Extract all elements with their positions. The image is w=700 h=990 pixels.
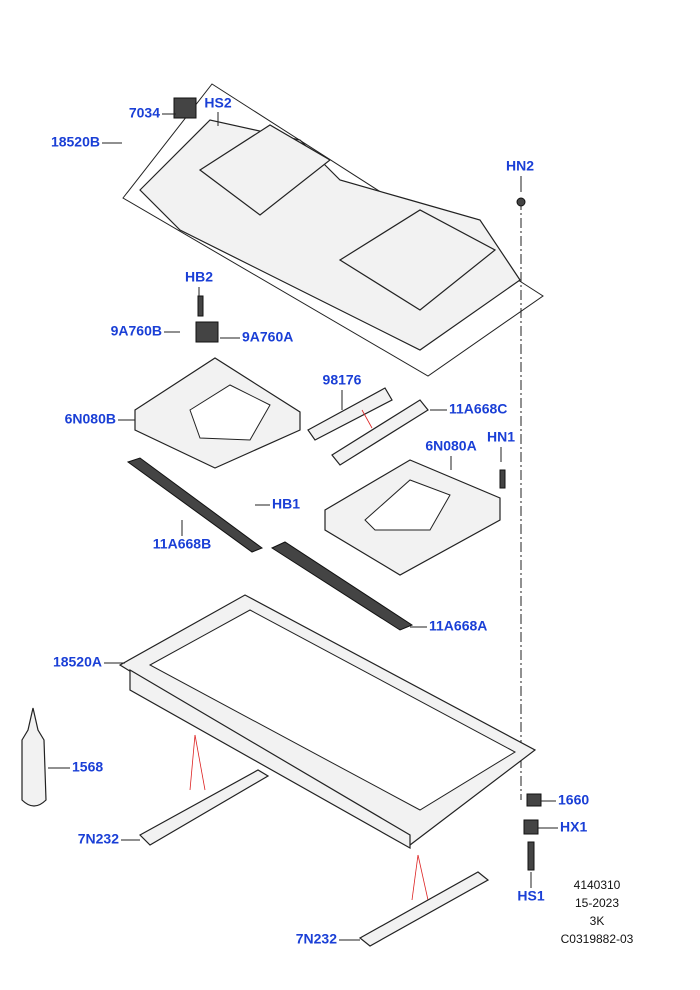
- callout: HS2: [204, 95, 231, 111]
- callout: 18520A: [53, 654, 102, 670]
- callout: 7N232: [296, 931, 337, 947]
- cover-dome-right: [338, 209, 497, 311]
- cover-dome-left: [198, 124, 332, 216]
- callout: HX1: [560, 819, 587, 835]
- callout: 9A760B: [111, 323, 162, 339]
- callout: HB2: [185, 269, 213, 285]
- footer-line: 15-2023: [575, 896, 619, 910]
- bracket-11a668c: [331, 399, 429, 466]
- fastener-hx1: [523, 819, 539, 835]
- fastener-hn1: [499, 469, 506, 489]
- callout: 18520B: [51, 134, 100, 150]
- footer: 4140310 15-2023 3K C0319882-03: [561, 878, 634, 946]
- sealant-tube: [21, 707, 47, 807]
- fastener-hs1: [527, 841, 535, 871]
- callout: 11A668C: [449, 401, 507, 417]
- bracket: [195, 321, 219, 343]
- callout: HN2: [506, 158, 534, 174]
- board-11a668b: [126, 457, 264, 553]
- footer-line: 3K: [590, 914, 605, 928]
- callout: 7N232: [78, 831, 119, 847]
- base-side: [129, 668, 411, 850]
- callout: 9A760A: [242, 329, 293, 345]
- callout: 7034: [129, 105, 160, 121]
- fastener-hn2: [516, 197, 526, 207]
- callouts: 7034 HS2 18520B HN2 HB2 9A760B 9A760A 98…: [51, 95, 589, 947]
- callout: 98176: [323, 372, 362, 388]
- callout: 1568: [72, 759, 103, 775]
- footer-line: C0319882-03: [561, 932, 634, 946]
- callout: HS1: [517, 888, 544, 904]
- pad-upper: [139, 769, 270, 846]
- tray-right-opening: [364, 479, 451, 531]
- pad-lower: [358, 871, 490, 947]
- strip-98176: [307, 387, 393, 441]
- base-frame-inner: [148, 609, 517, 811]
- callout: 11A668A: [429, 618, 487, 634]
- callout: HB1: [272, 496, 300, 512]
- callout: 1660: [558, 792, 589, 808]
- fastener-hb2: [197, 295, 204, 317]
- artwork: [21, 83, 558, 947]
- callout: 11A668B: [153, 536, 211, 552]
- callout: 6N080B: [65, 411, 116, 427]
- cover-frame: [122, 83, 544, 377]
- tray-left-opening: [189, 384, 271, 441]
- footer-line: 4140310: [574, 878, 621, 892]
- callout: 6N080A: [425, 438, 476, 454]
- board-11a668a: [270, 541, 414, 631]
- module-7034: [173, 97, 197, 119]
- callout: HN1: [487, 429, 515, 445]
- fastener-1660: [526, 793, 542, 807]
